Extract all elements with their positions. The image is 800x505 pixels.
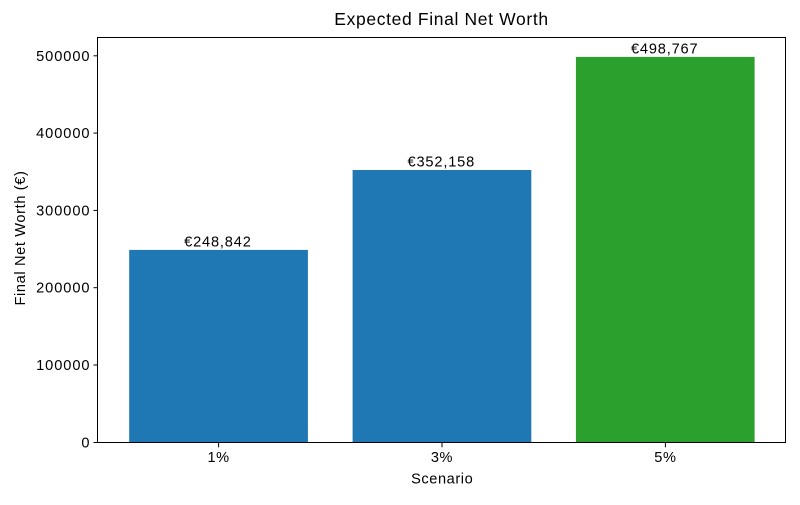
- svg-text:5%: 5%: [654, 450, 676, 466]
- svg-text:1%: 1%: [207, 450, 229, 466]
- svg-text:€352,158: €352,158: [408, 154, 476, 170]
- svg-text:200000: 200000: [36, 281, 90, 297]
- svg-text:300000: 300000: [36, 203, 90, 219]
- svg-text:Expected Final Net Worth: Expected Final Net Worth: [334, 9, 548, 29]
- svg-text:0: 0: [81, 435, 90, 451]
- svg-text:€248,842: €248,842: [184, 234, 252, 250]
- svg-text:3%: 3%: [431, 450, 453, 466]
- svg-text:100000: 100000: [36, 358, 90, 374]
- svg-text:€498,767: €498,767: [631, 41, 699, 57]
- svg-text:Scenario: Scenario: [411, 471, 473, 487]
- svg-text:500000: 500000: [36, 49, 90, 65]
- svg-text:Final Net Worth (€): Final Net Worth (€): [13, 171, 29, 306]
- svg-text:400000: 400000: [36, 126, 90, 142]
